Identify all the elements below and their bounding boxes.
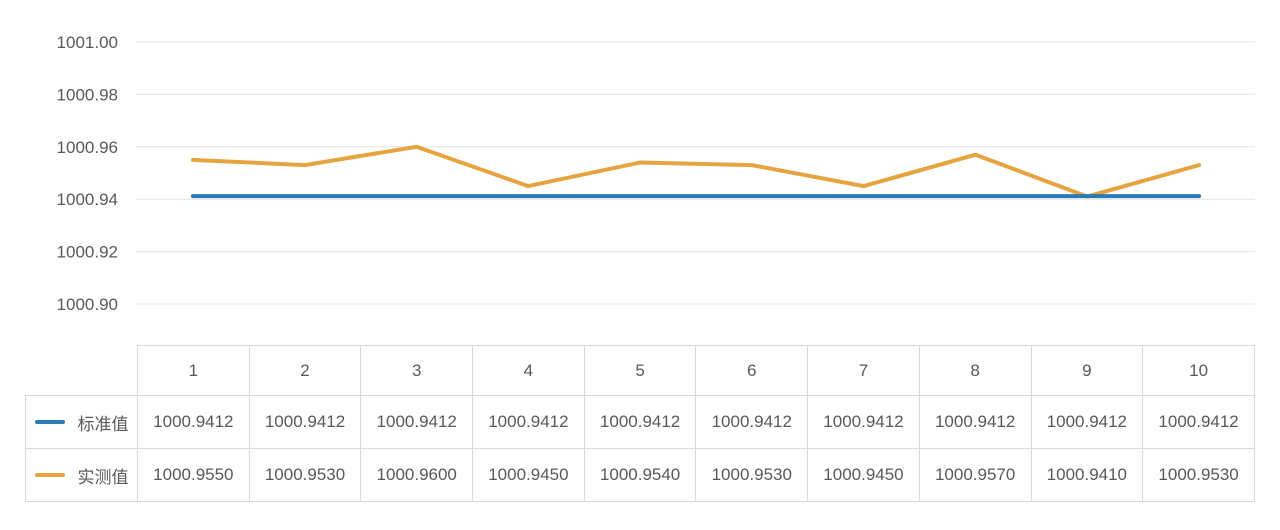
value-cell: 1000.9600 bbox=[360, 448, 474, 502]
column-header-cell: 3 bbox=[360, 345, 474, 396]
y-axis-tick-label: 1001.00 bbox=[57, 33, 118, 52]
value-cell: 1000.9450 bbox=[472, 448, 585, 502]
column-header-cell: 6 bbox=[695, 345, 809, 396]
value-cell: 1000.9412 bbox=[695, 395, 809, 449]
data-table: 1 2 3 4 5 6 7 8 9 10 标准值 1000.9412 1000.9412 1000.94… bbox=[25, 345, 1255, 502]
legend-label: 标准值 bbox=[77, 414, 129, 434]
value-cell: 1000.9540 bbox=[583, 448, 697, 502]
legend-entry: 标准值 bbox=[27, 410, 137, 435]
value-cell: 1000.9412 bbox=[583, 395, 697, 449]
column-header-cell: 5 bbox=[583, 345, 697, 396]
value-cell: 1000.9530 bbox=[248, 448, 362, 502]
table-row: 实测值 1000.9550 1000.9530 1000.9600 1000.9450 1… bbox=[25, 448, 1255, 502]
table-header-row: 1 2 3 4 5 6 7 8 9 10 bbox=[25, 345, 1255, 396]
table-row: 标准值 1000.9412 1000.9412 1000.9412 1000.9412 1… bbox=[25, 395, 1255, 449]
column-header-cell: 8 bbox=[918, 345, 1032, 396]
column-header-cell: 2 bbox=[248, 345, 362, 396]
value-cell: 1000.9412 bbox=[918, 395, 1032, 449]
legend-cell: 实测值 bbox=[25, 448, 138, 502]
value-cell: 1000.9412 bbox=[137, 395, 250, 449]
value-cell: 1000.9550 bbox=[137, 448, 250, 502]
legend-entry: 实测值 bbox=[27, 463, 137, 488]
value-cell: 1000.9450 bbox=[807, 448, 920, 502]
value-cell: 1000.9412 bbox=[807, 395, 920, 449]
legend-cell: 标准值 bbox=[25, 395, 138, 449]
y-axis-tick-label: 1000.92 bbox=[57, 243, 118, 262]
column-header-cell: 7 bbox=[807, 345, 920, 396]
value-cell: 1000.9412 bbox=[1142, 395, 1255, 449]
column-header-cell: 10 bbox=[1142, 345, 1255, 396]
column-header-cell: 9 bbox=[1030, 345, 1144, 396]
series-line-measured[interactable] bbox=[190, 144, 1202, 199]
y-axis-tick-label: 1000.96 bbox=[57, 138, 118, 157]
y-axis-tick-label: 1000.90 bbox=[57, 295, 118, 314]
legend-line-icon bbox=[34, 420, 65, 424]
value-cell: 1000.9410 bbox=[1030, 448, 1144, 502]
value-cell: 1000.9530 bbox=[695, 448, 809, 502]
value-cell: 1000.9570 bbox=[918, 448, 1032, 502]
value-cell: 1000.9412 bbox=[1030, 395, 1144, 449]
legend-label: 实测值 bbox=[77, 467, 129, 487]
value-cell: 1000.9530 bbox=[1142, 448, 1255, 502]
line-chart-panel: 1001.00 1000.98 1000.96 1000.94 1000.92 1000.… bbox=[0, 0, 1280, 340]
line-chart[interactable]: 1001.00 1000.98 1000.96 1000.94 1000.92 1000.… bbox=[0, 0, 1280, 340]
value-cell: 1000.9412 bbox=[472, 395, 585, 449]
table-corner-cell bbox=[25, 345, 138, 396]
column-header-cell: 4 bbox=[472, 345, 585, 396]
y-axis-tick-label: 1000.94 bbox=[57, 190, 118, 209]
value-cell: 1000.9412 bbox=[360, 395, 474, 449]
legend-line-icon bbox=[34, 473, 65, 477]
column-header-cell: 1 bbox=[137, 345, 250, 396]
value-cell: 1000.9412 bbox=[248, 395, 362, 449]
y-axis-tick-label: 1000.98 bbox=[57, 85, 118, 104]
